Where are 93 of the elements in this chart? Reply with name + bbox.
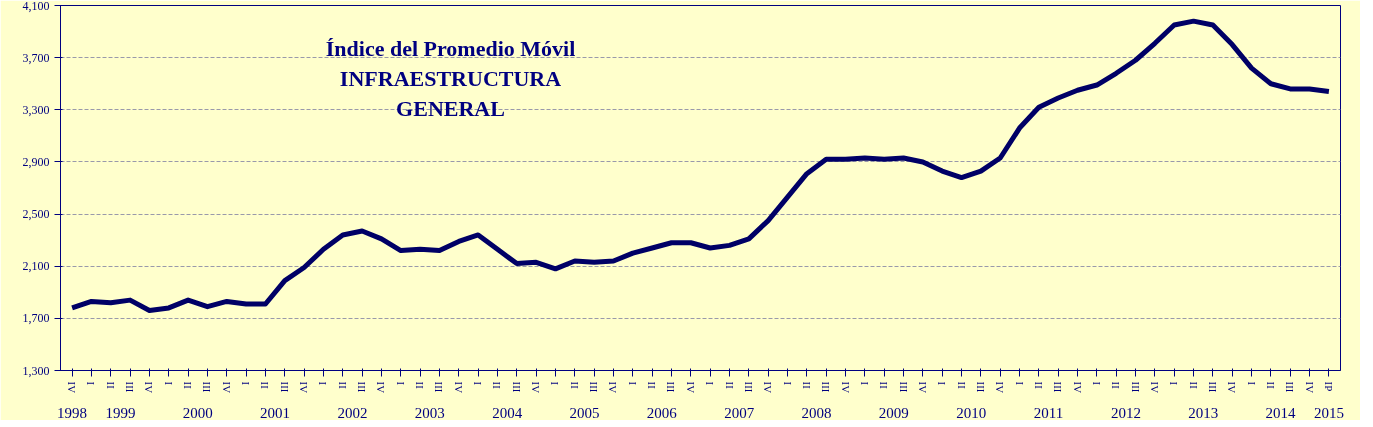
text: 1998 xyxy=(57,404,88,421)
y-tick-label: 1,300 xyxy=(22,363,50,378)
x-tick-label: III xyxy=(1129,381,1142,393)
x-tick-label: III xyxy=(588,381,601,393)
x-tick-label: I xyxy=(1168,381,1181,386)
x-tick-label: III xyxy=(820,381,833,393)
y-tick-label: 1,700 xyxy=(22,311,50,326)
x-tick-label: III xyxy=(742,381,755,393)
x-tick-label: III xyxy=(433,381,446,393)
x-tick-label: III xyxy=(897,381,910,393)
text: 2011 xyxy=(1033,404,1064,421)
x-tick-label: III xyxy=(1284,381,1297,393)
x-tick-label: III xyxy=(510,381,523,393)
x-tick-label: II xyxy=(259,381,272,390)
x-tick-label: I xyxy=(936,381,949,386)
x-tick-label: IV xyxy=(607,381,620,394)
x-tick-label: I xyxy=(240,381,253,386)
x-tick-label: IV xyxy=(452,381,465,394)
text: 2000 xyxy=(182,404,213,421)
x-tick-label: I xyxy=(781,381,794,386)
x-tick-label: I xyxy=(549,381,562,386)
x-tick-label: II xyxy=(104,381,117,390)
x-tick-label: I xyxy=(162,381,175,386)
x-tick-label: IV xyxy=(220,381,233,394)
x-tick-label: II xyxy=(1110,381,1123,390)
x-tick-label: III xyxy=(278,381,291,393)
x-tick-label: IV xyxy=(66,381,79,394)
x-tick-label: II xyxy=(336,381,349,390)
x-tick-label: IV xyxy=(298,381,311,394)
x-tick-label: III xyxy=(1206,381,1219,393)
x-tick-label: II xyxy=(182,381,195,390)
x-tick-label: I xyxy=(394,381,407,386)
text: 2002 xyxy=(337,404,368,421)
x-tick-label: II xyxy=(646,381,659,390)
x-tick-label: III xyxy=(201,381,214,393)
text: 2009 xyxy=(878,404,909,421)
x-tick-label: II xyxy=(955,381,968,390)
x-tick-label: III xyxy=(356,381,369,393)
y-tick-label: 2,100 xyxy=(22,259,50,274)
x-tick-label: IP xyxy=(1322,381,1335,392)
x-tick-label: I xyxy=(1245,381,1258,386)
x-tick-label: I xyxy=(626,381,639,386)
text: Índice del Promedio Móvil INFRAESTRUCTURA GENERAL xyxy=(325,35,576,121)
text: 2005 xyxy=(569,404,600,421)
x-tick-label: II xyxy=(1264,381,1277,390)
x-tick-label: IV xyxy=(916,381,929,394)
x-tick-label: IV xyxy=(530,381,543,394)
x-tick-label: IV xyxy=(143,381,156,394)
x-tick-label: II xyxy=(568,381,581,390)
x-tick-label: IV xyxy=(839,381,852,394)
y-tick-label: 3,700 xyxy=(22,50,50,65)
text: 2014 xyxy=(1265,404,1297,421)
x-tick-label: IV xyxy=(1226,381,1239,394)
y-tick-label: 2,900 xyxy=(22,154,50,169)
x-tick-label: I xyxy=(1090,381,1103,386)
x-tick-label: IV xyxy=(1303,381,1316,394)
x-tick-label: III xyxy=(665,381,678,393)
text: 2007 xyxy=(724,404,755,421)
text: 2012 xyxy=(1110,404,1141,421)
x-tick-label: IV xyxy=(762,381,775,394)
x-tick-label: II xyxy=(723,381,736,390)
x-tick-label: II xyxy=(1032,381,1045,390)
text: 2003 xyxy=(414,404,445,421)
x-tick-label: III xyxy=(974,381,987,393)
x-tick-label: IV xyxy=(994,381,1007,394)
x-tick-label: II xyxy=(878,381,891,390)
x-tick-label: IV xyxy=(1071,381,1084,394)
x-tick-label: I xyxy=(472,381,485,386)
x-tick-label: III xyxy=(124,381,137,393)
x-tick-label: I xyxy=(1013,381,1026,386)
x-tick-label: I xyxy=(85,381,98,386)
text: 2001 xyxy=(260,404,291,421)
x-tick-label: II xyxy=(491,381,504,390)
x-tick-label: III xyxy=(1052,381,1065,393)
text: 2013 xyxy=(1188,404,1219,421)
x-tick-label: I xyxy=(317,381,330,386)
text: 2008 xyxy=(801,404,832,421)
x-tick-label: II xyxy=(1187,381,1200,390)
text: 2010 xyxy=(956,404,987,421)
x-tick-label: I xyxy=(704,381,717,386)
text: 1999 xyxy=(105,404,136,421)
text: 2015 xyxy=(1313,404,1344,421)
y-tick-label: 4,100 xyxy=(22,0,50,13)
x-tick-label: II xyxy=(800,381,813,390)
text: 2006 xyxy=(646,404,678,421)
x-tick-label: IV xyxy=(375,381,388,394)
y-tick-label: 3,300 xyxy=(22,102,50,117)
x-tick-label: I xyxy=(858,381,871,386)
text: 2004 xyxy=(492,404,523,421)
x-tick-label: IV xyxy=(684,381,697,394)
y-tick-label: 2,500 xyxy=(22,207,50,222)
x-tick-label: IV xyxy=(1148,381,1161,394)
x-tick-label: II xyxy=(414,381,427,390)
